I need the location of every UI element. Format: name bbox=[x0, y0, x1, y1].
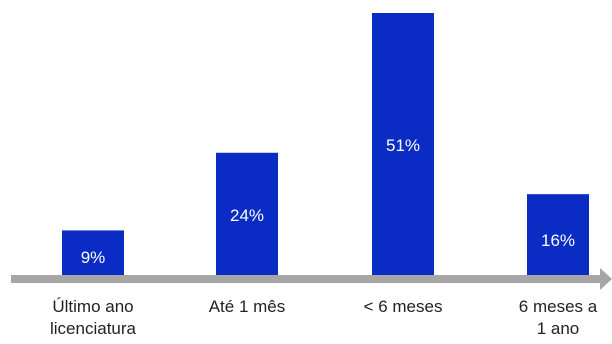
x-axis-line bbox=[11, 275, 601, 283]
bar bbox=[527, 194, 589, 277]
bar bbox=[62, 230, 124, 277]
bar bbox=[216, 152, 278, 277]
x-axis-arrowhead bbox=[600, 268, 612, 290]
bars-group: 9% 24% 51% 16% bbox=[62, 13, 589, 277]
x-axis bbox=[11, 268, 612, 290]
category-labels-group: Último ano licenciatura Até 1 mês < 6 meses… bbox=[50, 297, 598, 338]
bar-value-label: 51% bbox=[386, 136, 420, 155]
category-tick-label: Último ano licenciatura bbox=[50, 297, 137, 338]
category-tick-label: Até 1 mês bbox=[209, 297, 286, 316]
bar bbox=[372, 13, 434, 277]
bar-value-label: 24% bbox=[230, 206, 264, 225]
category-tick-label: < 6 meses bbox=[364, 297, 443, 316]
bar-value-label: 9% bbox=[81, 248, 106, 267]
bar-value-label: 16% bbox=[541, 231, 575, 250]
